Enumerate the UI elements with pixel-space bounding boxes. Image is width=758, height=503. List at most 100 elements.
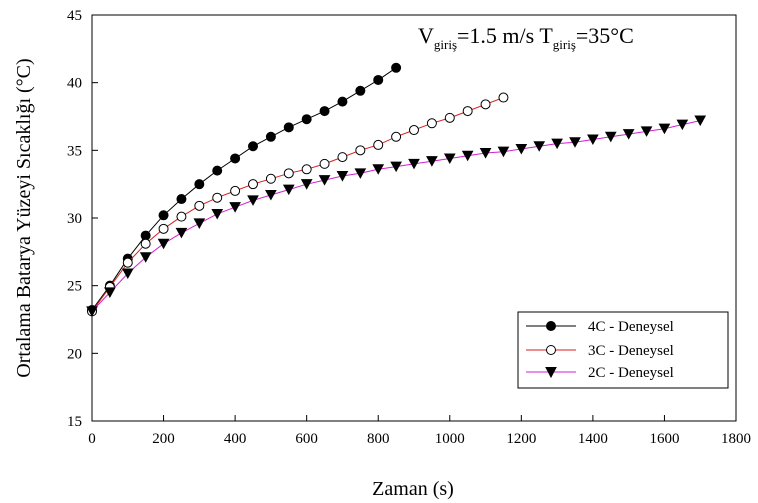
- data-point: [497, 146, 510, 158]
- legend-label-4c: 4C - Deneysel: [588, 319, 674, 335]
- data-point: [318, 175, 331, 186]
- y-tick-label: 15: [67, 414, 82, 430]
- data-point: [658, 123, 671, 135]
- v-subscript: giriş: [434, 37, 457, 52]
- data-point: [265, 189, 277, 201]
- x-tick-label: 1400: [578, 431, 608, 447]
- data-point: [391, 62, 402, 73]
- data-point: [461, 150, 474, 162]
- data-point: [622, 129, 635, 140]
- data-point: [158, 223, 169, 234]
- data-point: [301, 114, 312, 125]
- series-line: [91, 97, 504, 312]
- data-point: [337, 152, 348, 163]
- v-symbol: V: [418, 23, 434, 48]
- legend-marker-2c: [545, 367, 557, 379]
- data-point: [355, 145, 366, 156]
- data-point: [194, 179, 205, 190]
- data-point: [337, 96, 348, 107]
- data-point: [373, 74, 384, 85]
- data-point: [212, 165, 223, 176]
- y-tick-label: 35: [67, 143, 82, 159]
- data-point: [480, 99, 491, 110]
- data-point: [175, 227, 188, 239]
- data-point: [479, 148, 492, 159]
- data-point: [265, 131, 276, 142]
- x-tick-label: 1000: [435, 431, 465, 447]
- data-point: [176, 194, 187, 205]
- data-point: [176, 211, 187, 222]
- data-point: [319, 106, 330, 117]
- v-value: =1.5 m/s: [457, 23, 539, 48]
- y-axis-title: Ortalama Batarya Yüzeyi Sıcaklığı (°C): [13, 58, 35, 377]
- data-point: [694, 115, 707, 127]
- data-point: [300, 179, 313, 190]
- data-point: [265, 173, 276, 184]
- legend-marker-4c: [546, 321, 556, 331]
- data-point: [587, 134, 599, 146]
- data-point: [301, 164, 312, 175]
- x-tick-label: 0: [88, 431, 96, 447]
- data-point: [122, 257, 133, 268]
- data-point: [354, 168, 367, 179]
- data-point: [230, 153, 241, 164]
- data-point: [121, 268, 134, 280]
- legend-entry-3c: 3C - Deneysel: [526, 343, 674, 359]
- series-2: [87, 92, 509, 317]
- x-tick-label: 1200: [506, 431, 536, 447]
- data-point: [515, 143, 528, 155]
- axes: 0 200 400 600 800 1000 1200 1400 1600 1800 15 20 25 3…: [67, 8, 751, 447]
- data-point: [248, 179, 258, 190]
- data-point: [355, 85, 366, 96]
- data-point: [283, 122, 294, 133]
- data-point: [390, 161, 402, 173]
- y-tick-label: 25: [67, 279, 82, 295]
- y-tick-label: 40: [67, 76, 82, 92]
- x-tick-label: 1800: [721, 431, 751, 447]
- data-point: [372, 164, 385, 175]
- data-point: [409, 125, 419, 136]
- data-point: [248, 141, 258, 152]
- data-point: [444, 112, 455, 123]
- series-1: [87, 62, 402, 316]
- data-point: [139, 252, 152, 263]
- data-point: [640, 126, 653, 137]
- data-point: [104, 287, 116, 298]
- data-point: [443, 153, 456, 164]
- data-point: [247, 195, 259, 206]
- data-point: [157, 238, 170, 250]
- x-tick-label: 1600: [649, 431, 679, 447]
- x-tick-label: 600: [295, 431, 318, 447]
- y-tick-label: 30: [67, 211, 82, 227]
- y-tick-label: 20: [67, 346, 82, 362]
- data-point: [158, 210, 169, 221]
- y-tick-label: 45: [67, 8, 82, 24]
- data-point: [462, 106, 473, 117]
- data-point: [140, 238, 151, 249]
- data-point: [533, 141, 546, 152]
- data-point: [551, 138, 563, 150]
- data-point: [86, 306, 98, 317]
- legend-marker-3c: [546, 345, 556, 355]
- data-point: [604, 131, 617, 143]
- x-tick-label: 200: [152, 431, 175, 447]
- data-point: [282, 184, 295, 196]
- legend-label-2c: 2C - Deneysel: [588, 365, 674, 381]
- data-point: [230, 185, 241, 196]
- condition-annotation: Vgiriş=1.5 m/s Tgiriş=35°C: [418, 23, 634, 52]
- t-symbol: T: [539, 23, 553, 48]
- data-point: [212, 192, 223, 203]
- x-tick-label: 400: [224, 431, 247, 447]
- data-point: [498, 92, 509, 103]
- data-point: [194, 200, 205, 211]
- data-point: [283, 168, 294, 179]
- x-tick-label: 800: [367, 431, 390, 447]
- legend-label-3c: 3C - Deneysel: [588, 343, 674, 359]
- data-point: [426, 156, 438, 167]
- data-point: [211, 208, 224, 220]
- data-point: [569, 137, 581, 148]
- legend-entry-2c: 2C - Deneysel: [526, 365, 674, 381]
- data-point: [408, 158, 420, 170]
- data-point: [373, 139, 384, 150]
